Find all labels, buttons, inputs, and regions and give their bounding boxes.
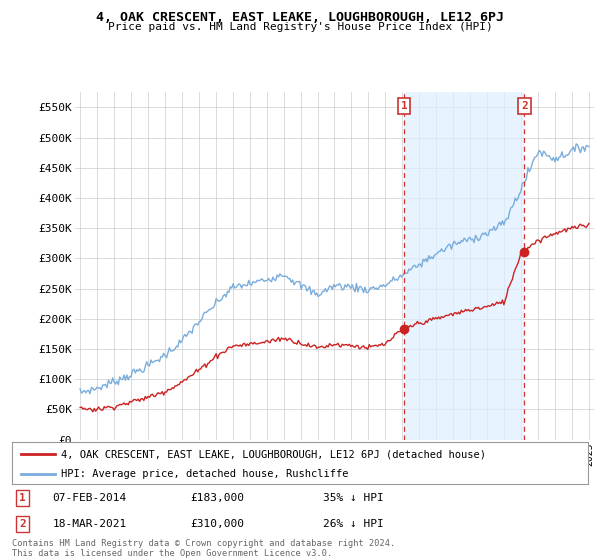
Text: 2: 2 <box>19 519 26 529</box>
Text: Price paid vs. HM Land Registry's House Price Index (HPI): Price paid vs. HM Land Registry's House … <box>107 22 493 32</box>
Text: Contains HM Land Registry data © Crown copyright and database right 2024.
This d: Contains HM Land Registry data © Crown c… <box>12 539 395 558</box>
Text: 1: 1 <box>401 101 407 111</box>
Text: 4, OAK CRESCENT, EAST LEAKE, LOUGHBOROUGH, LE12 6PJ (detached house): 4, OAK CRESCENT, EAST LEAKE, LOUGHBOROUG… <box>61 449 486 459</box>
Bar <box>404 92 524 440</box>
Text: 2: 2 <box>521 101 528 111</box>
Text: £183,000: £183,000 <box>191 493 245 503</box>
Text: £310,000: £310,000 <box>191 519 245 529</box>
Text: 26% ↓ HPI: 26% ↓ HPI <box>323 519 384 529</box>
Text: 18-MAR-2021: 18-MAR-2021 <box>52 519 127 529</box>
Text: HPI: Average price, detached house, Rushcliffe: HPI: Average price, detached house, Rush… <box>61 469 349 479</box>
Text: 07-FEB-2014: 07-FEB-2014 <box>52 493 127 503</box>
Text: 4, OAK CRESCENT, EAST LEAKE, LOUGHBOROUGH, LE12 6PJ: 4, OAK CRESCENT, EAST LEAKE, LOUGHBOROUG… <box>96 11 504 24</box>
Text: 1: 1 <box>19 493 26 503</box>
Text: 35% ↓ HPI: 35% ↓ HPI <box>323 493 384 503</box>
